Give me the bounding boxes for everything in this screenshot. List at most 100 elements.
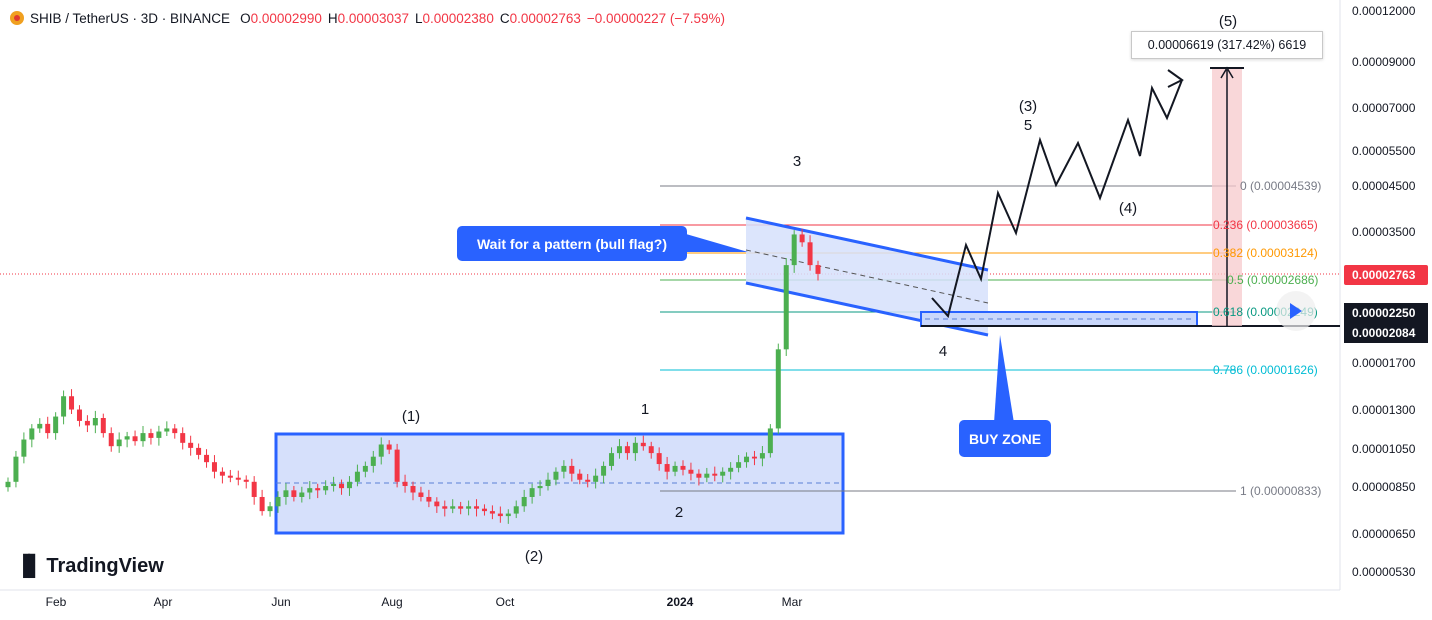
buy-zone-top-tag (1344, 303, 1428, 323)
candle-body (537, 486, 543, 489)
wave-label-(3): (3) (1019, 98, 1037, 115)
candle-body (807, 242, 813, 266)
candle-body (759, 453, 765, 459)
candle-body (21, 439, 27, 457)
symbol-header[interactable]: SHIB / TetherUS · 3D · BINANCE O 0.000029… (10, 8, 725, 28)
play-icon (1290, 303, 1302, 319)
measure-arrowhead (1220, 66, 1234, 79)
candle-body (553, 471, 559, 480)
candle-body (767, 428, 773, 454)
candle-body (410, 486, 416, 493)
candle-body (791, 234, 797, 266)
candle-body (37, 423, 43, 429)
candle-body (561, 465, 567, 472)
wave-label-(5): (5) (1219, 13, 1237, 30)
candle-body (251, 481, 257, 497)
symbol-name[interactable]: SHIB / TetherUS · 3D · BINANCE (30, 10, 231, 26)
candle-body (458, 506, 464, 509)
candle-body (378, 444, 384, 457)
candle-body (291, 490, 297, 497)
candle-body (593, 475, 599, 482)
x-tick-mar: Mar (782, 595, 803, 609)
x-tick-feb: Feb (46, 595, 67, 609)
candle-body (744, 456, 750, 463)
flag-channel (746, 218, 988, 335)
candle-body (331, 483, 337, 487)
candle-body (211, 462, 217, 472)
close-value: 0.00002763 (509, 10, 581, 26)
wave-label-(4): (4) (1119, 200, 1137, 217)
y-tick-2: 0.00007000 (1352, 101, 1416, 115)
candle-body (704, 473, 710, 478)
y-tick-3: 0.00005500 (1352, 144, 1416, 158)
fib-label-0: 0 (0.00004539) (1240, 179, 1321, 193)
buy-zone-pointer (994, 335, 1014, 423)
open-value: 0.00002990 (250, 10, 322, 26)
last-price-tag-text: 0.00002763 (1352, 268, 1416, 282)
candle-body (656, 453, 662, 465)
tradingview-mark-icon: ▐▌ (16, 555, 42, 577)
candle-body (569, 465, 575, 474)
fib-label-05: 0.5 (0.00002686) (1227, 273, 1318, 287)
candle-body (577, 473, 583, 480)
x-tick-oct: Oct (496, 595, 515, 609)
x-tick-jun: Jun (271, 595, 290, 609)
x-tick-apr: Apr (154, 595, 173, 609)
candle-body (140, 433, 146, 442)
candle-body (394, 449, 400, 482)
candle-body (315, 488, 321, 491)
wave-label-3: 3 (793, 153, 801, 170)
candle-body (61, 396, 67, 417)
candle-body (84, 420, 90, 426)
candle-body (156, 431, 162, 438)
candle-body (188, 442, 194, 448)
candle-body (609, 453, 615, 466)
candle-body (799, 234, 805, 243)
candle-body (5, 481, 11, 488)
candle-body (426, 496, 432, 502)
candle-body (672, 465, 678, 472)
candle-body (227, 475, 233, 478)
candle-body (299, 492, 305, 497)
candle-body (259, 496, 265, 512)
candle-body (402, 481, 408, 487)
candle-body (108, 433, 114, 447)
candle-body (751, 456, 757, 459)
wave-label-(1): (1) (402, 408, 420, 425)
y-tick-12: 0.00000850 (1352, 480, 1416, 494)
change-value: −0.00000227 (−7.59%) (586, 10, 726, 26)
candle-body (235, 477, 241, 480)
candle-body (283, 490, 289, 497)
candle-body (362, 465, 368, 472)
x-tick-aug: Aug (381, 595, 402, 609)
tradingview-logo[interactable]: ▐▌ TradingView (16, 555, 164, 578)
last-price-tag (1344, 265, 1428, 285)
projected-path (931, 79, 1183, 319)
candle-body (76, 409, 82, 421)
candle-body (116, 439, 122, 447)
candle-body (529, 488, 535, 497)
candle-body (370, 456, 376, 466)
high-label: H (327, 10, 338, 26)
candle-body (688, 469, 694, 474)
candle-body (736, 462, 742, 468)
y-tick-9: 0.00001700 (1352, 356, 1416, 370)
open-label: O (240, 10, 251, 26)
candle-body (196, 447, 202, 455)
candle-body (100, 417, 106, 434)
candle-body (124, 436, 130, 440)
candle-body (267, 506, 273, 512)
shib-coin-icon (10, 11, 24, 25)
candle-body (346, 481, 352, 489)
candle-body (434, 501, 440, 507)
candle-body (53, 416, 59, 434)
candle-body (307, 488, 313, 493)
candle-body (505, 513, 511, 517)
candle-body (13, 456, 19, 482)
candle-body (497, 513, 503, 517)
candle-body (132, 436, 138, 442)
wave-label-4: 4 (939, 343, 947, 360)
candle-body (680, 465, 686, 470)
y-tick-4: 0.00004500 (1352, 179, 1416, 193)
tradingview-wordmark: TradingView (46, 555, 164, 577)
